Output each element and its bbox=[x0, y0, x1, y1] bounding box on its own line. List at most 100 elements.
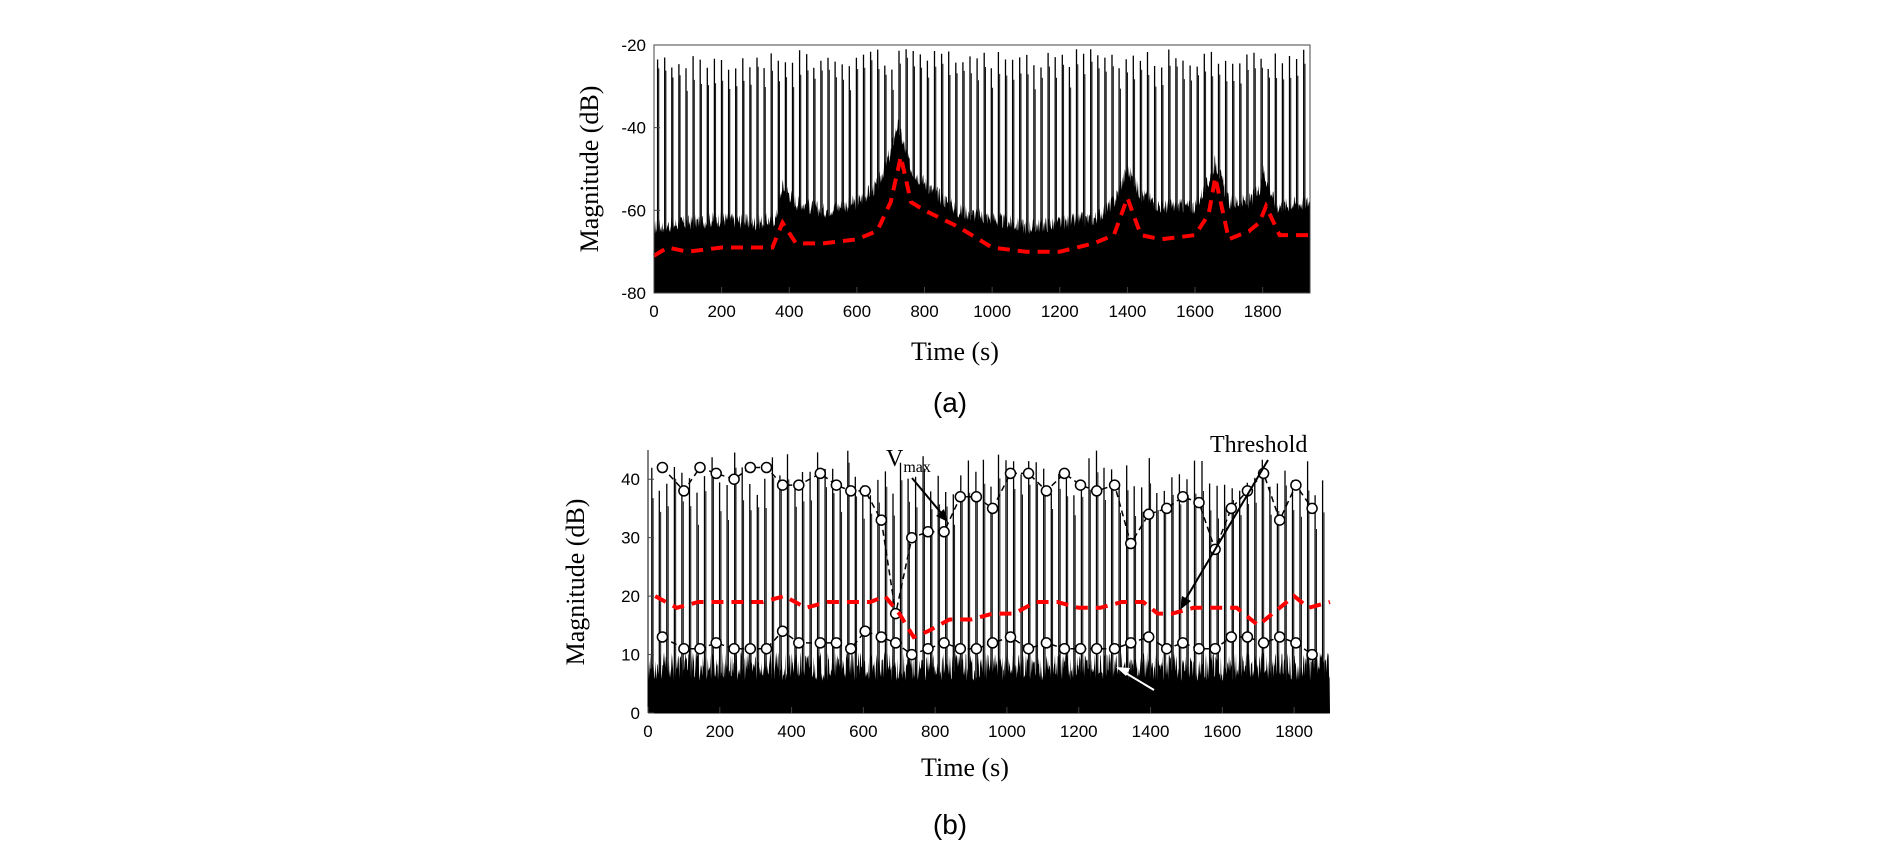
vmax-marker-b bbox=[710, 467, 722, 480]
vmax-marker-b bbox=[694, 461, 706, 474]
y-tick-label-b: 0 bbox=[631, 704, 640, 723]
vmax-marker-b bbox=[906, 531, 918, 544]
vmin-marker-b bbox=[1177, 637, 1189, 649]
vmax-line-b bbox=[661, 466, 1313, 614]
vmax-marker-b bbox=[1040, 485, 1053, 497]
x-axis-title-b: Time (s) bbox=[921, 753, 1009, 782]
annotation-threshold: Threshold bbox=[1210, 432, 1307, 458]
vmin-marker-b bbox=[970, 642, 983, 655]
vmax-marker-b bbox=[845, 485, 857, 497]
vmin-marker-b bbox=[1040, 637, 1053, 649]
vmax-marker-b bbox=[776, 479, 789, 491]
ticks-group-a: 0 200 400 600 800 1000 1200 1400 1600 1800 -80 -60 -… bbox=[621, 36, 1281, 321]
vmin-marker-b bbox=[656, 631, 669, 643]
x-tick-label-b: 1400 bbox=[1132, 722, 1170, 741]
vmin-marker-b bbox=[1273, 631, 1286, 643]
x-tick-label-a: 200 bbox=[707, 302, 735, 321]
vmax-marker-b bbox=[1273, 514, 1286, 526]
vmax-marker-b bbox=[744, 461, 757, 474]
x-tick-label-a: 1400 bbox=[1108, 302, 1146, 321]
x-tick-label-b: 1800 bbox=[1275, 722, 1313, 741]
noise-floor-b bbox=[648, 651, 1330, 713]
y-tick-label-a: -40 bbox=[621, 119, 646, 138]
vmax-marker-b bbox=[1290, 479, 1302, 491]
vmax-marker-b bbox=[1142, 508, 1155, 521]
annotation-vmin-arrow bbox=[1123, 671, 1155, 691]
annotation-vmax-sub: max bbox=[903, 459, 931, 476]
vmax-marker-b bbox=[1058, 467, 1071, 480]
vmin-marker-b bbox=[875, 631, 888, 643]
vmin-marker-b bbox=[1074, 642, 1087, 655]
vmin-marker-b bbox=[938, 637, 950, 649]
x-tick-label-a: 0 bbox=[649, 302, 658, 321]
vmax-marker-b bbox=[1108, 479, 1121, 491]
ticks-group-b: 0 200 400 600 800 1000 1200 1400 1600 1800 0 10 20 30… bbox=[621, 470, 1313, 741]
panel-label-b: (b) bbox=[933, 809, 967, 840]
annotation-vmin-main: V bbox=[1155, 682, 1173, 708]
vmin-marker-b bbox=[859, 625, 871, 637]
x-tick-label-a: 1800 bbox=[1244, 302, 1282, 321]
y-tick-label-a: -20 bbox=[621, 36, 646, 55]
vmax-marker-b bbox=[986, 502, 999, 515]
chart-a: 0 200 400 600 800 1000 1200 1400 1600 1800 -80 -60 -… bbox=[575, 36, 1311, 418]
vmax-marker-b bbox=[938, 526, 950, 538]
y-axis-title-a: Magnitude (dB) bbox=[575, 86, 604, 253]
vmax-marker-b bbox=[830, 479, 843, 491]
vmin-marker-b bbox=[1022, 642, 1035, 655]
vmax-marker-b bbox=[922, 526, 934, 538]
vmax-marker-b bbox=[793, 479, 805, 491]
vmax-marker-b bbox=[656, 461, 669, 474]
vmax-marker-b bbox=[1225, 502, 1238, 515]
x-tick-label-b: 1600 bbox=[1203, 722, 1241, 741]
vmax-marker-b bbox=[1193, 496, 1205, 509]
y-tick-label-b: 10 bbox=[621, 646, 640, 665]
annotation-vmin-sub: min bbox=[1172, 695, 1197, 712]
vmax-marker-b bbox=[859, 485, 871, 497]
vmax-marker-b bbox=[1090, 485, 1103, 497]
x-tick-label-a: 1200 bbox=[1041, 302, 1079, 321]
vmax-marker-b bbox=[728, 473, 740, 485]
vmin-marker-b bbox=[845, 642, 857, 655]
x-tick-label-a: 600 bbox=[843, 302, 871, 321]
y-axis-title-b: Magnitude (dB) bbox=[561, 499, 590, 666]
vmin-marker-b bbox=[830, 637, 843, 649]
vmin-marker-b bbox=[922, 642, 934, 655]
threshold-line-a bbox=[652, 156, 1310, 258]
noise-floor-a bbox=[654, 119, 1310, 293]
vmin-marker-b bbox=[1241, 631, 1254, 643]
x-tick-label-a: 800 bbox=[910, 302, 938, 321]
vmax-marker-b bbox=[1306, 502, 1318, 515]
x-tick-label-b: 1000 bbox=[988, 722, 1026, 741]
series-group-a bbox=[652, 49, 1310, 293]
panel-label-a: (a) bbox=[933, 387, 967, 418]
vmin-marker-b bbox=[728, 642, 740, 655]
vmax-marker-b bbox=[1004, 467, 1017, 480]
vmin-marker-b bbox=[1225, 631, 1238, 643]
annotation-threshold-arrowhead bbox=[1180, 596, 1191, 610]
vmax-marker-b bbox=[875, 514, 888, 526]
x-axis-title-a: Time (s) bbox=[911, 337, 999, 366]
annotation-vmax: Vmax bbox=[886, 446, 931, 476]
vmin-marker-b bbox=[1160, 642, 1173, 655]
vmax-marker-b bbox=[678, 485, 690, 497]
vmin-marker-b bbox=[694, 642, 706, 655]
vmin-marker-b bbox=[954, 642, 967, 655]
vmax-marker-b bbox=[954, 491, 967, 503]
series-group-b bbox=[648, 450, 1331, 713]
vmin-marker-b bbox=[1306, 648, 1318, 661]
vmin-marker-b bbox=[1108, 642, 1121, 655]
y-tick-label-a: -60 bbox=[621, 201, 646, 220]
vmin-marker-b bbox=[1290, 637, 1302, 649]
vmin-marker-b bbox=[1058, 642, 1071, 655]
vmin-marker-b bbox=[776, 625, 789, 637]
vmin-marker-b bbox=[710, 637, 722, 649]
x-tick-label-b: 1200 bbox=[1060, 722, 1098, 741]
x-tick-label-b: 800 bbox=[921, 722, 949, 741]
vmin-marker-b bbox=[986, 637, 999, 649]
vmin-marker-b bbox=[1004, 631, 1017, 643]
vmax-marker-b bbox=[1160, 502, 1173, 515]
vmin-marker-b bbox=[889, 637, 902, 649]
x-tick-label-b: 200 bbox=[706, 722, 734, 741]
annotation-threshold-arrow bbox=[1183, 459, 1269, 603]
x-tick-label-a: 1600 bbox=[1176, 302, 1214, 321]
